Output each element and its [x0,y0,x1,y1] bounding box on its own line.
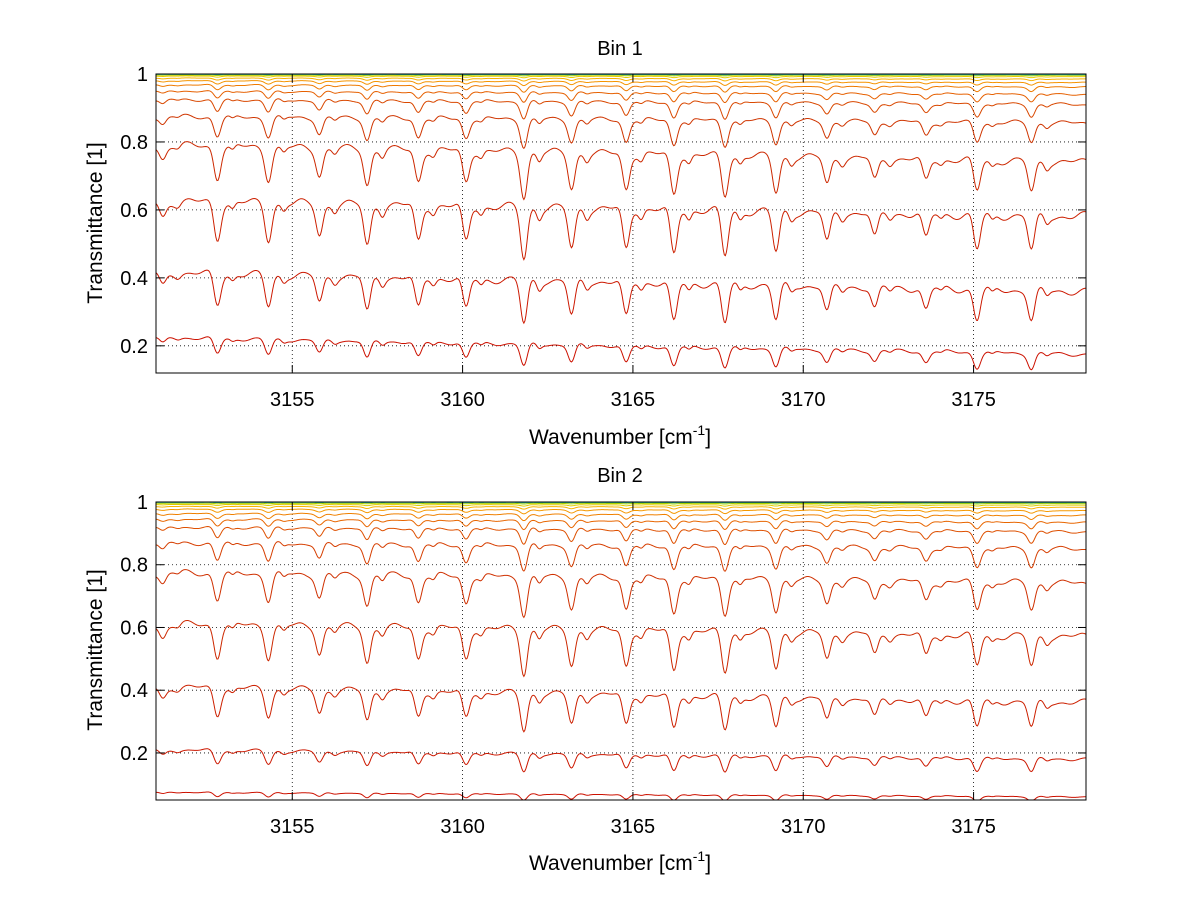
x-tick-label: 3170 [781,816,826,838]
spectrum-series-line [155,74,1086,77]
spectrum-series-line [155,198,1087,261]
spectrum-series-line [155,541,1087,572]
x-tick-label: 3155 [270,816,315,838]
x-tick-label: 3165 [611,816,656,838]
y-tick-label: 1 [137,492,148,514]
subplot-title: Bin 2 [597,465,643,487]
spectrum-series-line [155,505,1087,510]
spectrum-series-line [155,619,1087,678]
y-tick-label: 0.4 [120,268,148,290]
subplot-title: Bin 1 [597,38,643,60]
spectrum-series-line [155,684,1087,733]
spectrum-series-line [155,508,1087,515]
x-axis-label: Wavenumber [cm-1] [529,848,711,875]
spectrum-series-line [155,336,1087,371]
x-tick-label: 3160 [440,816,485,838]
spectrum-series-line [155,748,1087,773]
x-tick-label: 3160 [440,389,485,411]
spectrum-series-line [155,83,1087,93]
x-tick-label: 3155 [270,389,315,411]
y-tick-label: 0.8 [120,555,148,577]
spectrum-series-line [155,90,1087,104]
spectrum-series-line [155,512,1087,522]
spectrum-series-line [155,526,1087,546]
x-tick-label: 3175 [951,389,996,411]
spectrum-series-line [155,80,1087,87]
spectrum-series-line [155,75,1087,79]
y-tick-label: 0.6 [120,617,148,639]
axes-box [155,73,1087,374]
subplot-bin-1: Bin 1 3155 3160 3165 3170 31750.20.40.60.81 … [84,38,1087,449]
y-tick-label: 0.4 [120,680,148,702]
tick-marks: 3155 3160 3165 3170 3175 0.2 0.4 0.6 0.8 1 [120,492,1086,838]
spectrum-series-line [155,791,1087,801]
tick-marks: 3155 3160 3165 3170 3175 0.2 0.4 0.6 0.8 1 [120,64,1086,411]
y-tick-label: 0.2 [120,743,148,765]
y-tick-label: 0.8 [120,132,148,154]
spectrum-series-line [155,98,1087,120]
x-tick-label: 3165 [611,389,656,411]
axes-box [155,501,1087,801]
y-tick-label: 0.2 [120,336,148,358]
x-tick-label: 3170 [781,389,826,411]
spectrum-series-line [155,113,1087,150]
x-axis-label: Wavenumber [cm-1] [529,422,711,449]
subplot-bin-2: Bin 2 3155 3160 3165 3170 31750.20.40.60.81 … [84,465,1087,875]
y-tick-label: 0.6 [120,200,148,222]
spectrum-series-line [155,141,1087,201]
spectrum-series-line [155,502,1086,505]
x-tick-label: 3175 [951,816,996,838]
spectrum-series-line [155,77,1087,82]
spectrum-series-line [155,518,1087,531]
spectrum-series-line [155,503,1087,507]
spectrum-series-line [155,269,1087,325]
y-axis-label: Transmittance [1] [84,142,107,303]
spectrum-series-line [155,569,1087,619]
y-axis-label: Transmittance [1] [84,569,107,730]
y-tick-label: 1 [137,64,148,86]
